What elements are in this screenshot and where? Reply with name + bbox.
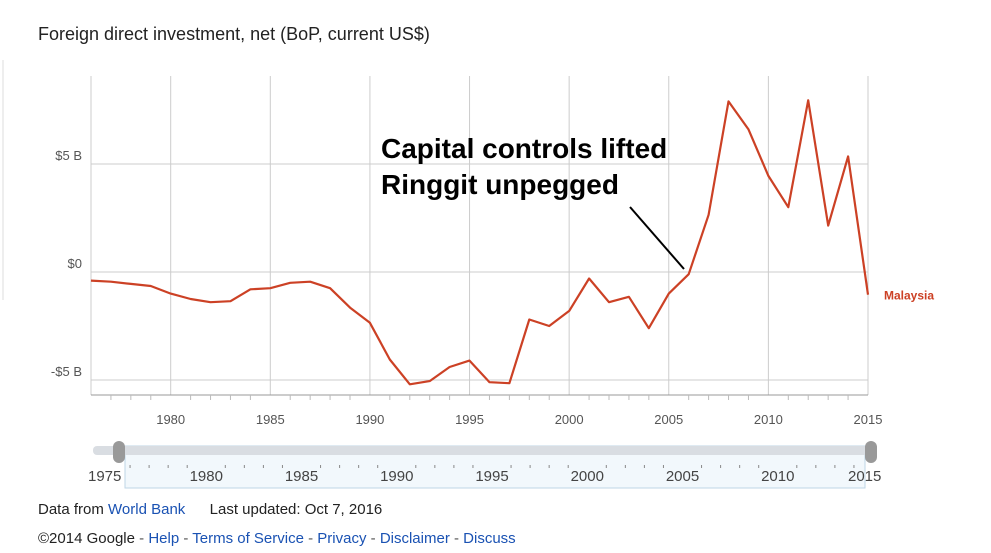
privacy-link[interactable]: Privacy: [317, 530, 367, 547]
x-tick-label: 2005: [654, 412, 683, 427]
slider-tick-label: 1985: [285, 468, 318, 485]
x-tick-label: 1980: [156, 412, 185, 427]
last-updated-text: Last updated: Oct 7, 2016: [209, 501, 383, 518]
x-tick-label: 1985: [256, 412, 285, 427]
y-tick-label: $5 B: [55, 148, 82, 163]
series-line-malaysia: [90, 99, 870, 386]
terms-of-service-link[interactable]: Terms of Service: [192, 530, 304, 547]
x-tick-label: 1995: [455, 412, 484, 427]
y-axis: -$5 B $0 $5 B: [51, 148, 82, 379]
slider-tick-label: 2010: [761, 468, 794, 485]
annotation: Capital controls lifted Ringgit unpegged: [381, 133, 685, 270]
x-tick-label: 2000: [555, 412, 584, 427]
slider-ticks: 1980 1985 1990 1995 2000 2005 2010: [129, 465, 855, 485]
world-bank-link[interactable]: World Bank: [108, 501, 186, 518]
x-tick-label: 2010: [754, 412, 783, 427]
copyright-text: ©2014 Google: [38, 530, 135, 547]
y-tick-label: -$5 B: [51, 364, 82, 379]
discuss-link[interactable]: Discuss: [463, 530, 516, 547]
slider-tick-label: 1980: [190, 468, 223, 485]
grid-lines: [90, 76, 869, 395]
x-tick-label: 2015: [854, 412, 883, 427]
x-axis: 1980 1985 1990 1995 2000 2005 2010 2015: [91, 394, 883, 427]
help-link[interactable]: Help: [148, 530, 180, 547]
footer-links: ©2014 Google - Help - Terms of Service -…: [38, 530, 516, 547]
slider-start-label: 1975: [88, 468, 121, 485]
slider-right-handle[interactable]: [865, 441, 877, 463]
slider-tick-label: 2005: [666, 468, 699, 485]
x-tick-label: 1990: [355, 412, 384, 427]
range-slider[interactable]: 1980 1985 1990 1995 2000 2005 2010 1975 2015: [88, 441, 881, 489]
annotation-arrow: [629, 206, 685, 270]
slider-tick-label: 1990: [380, 468, 413, 485]
slider-end-label: 2015: [848, 468, 881, 485]
annotation-line-2: Ringgit unpegged: [381, 169, 619, 200]
annotation-line-1: Capital controls lifted: [381, 133, 667, 164]
slider-tick-label: 1995: [475, 468, 508, 485]
chart-title: Foreign direct investment, net (BoP, cur…: [38, 24, 430, 44]
series-layer: Malaysia: [90, 99, 934, 386]
data-source-line: Data from World Bank Last updated: Oct 7…: [38, 501, 382, 518]
data-from-text: Data from: [38, 501, 104, 518]
disclaimer-link[interactable]: Disclaimer: [379, 530, 450, 547]
series-label-malaysia: Malaysia: [884, 289, 934, 303]
y-tick-label: $0: [68, 256, 82, 271]
slider-left-handle[interactable]: [113, 441, 125, 463]
slider-track-inner: [125, 446, 865, 455]
slider-tick-label: 2000: [571, 468, 604, 485]
